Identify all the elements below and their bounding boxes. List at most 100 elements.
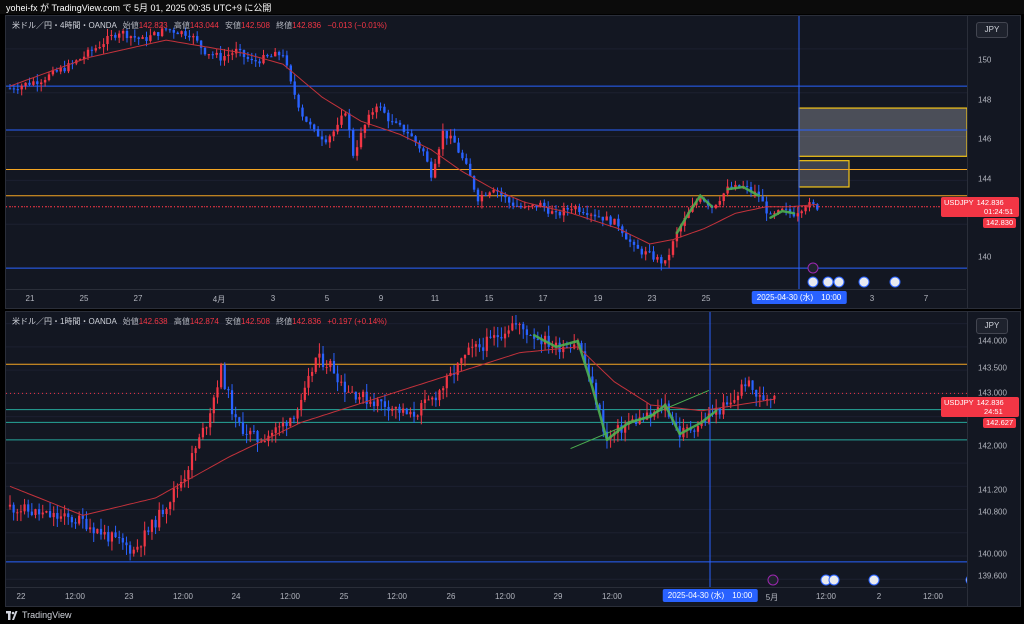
candle-body [201, 427, 205, 438]
supply-zone [798, 107, 967, 157]
high-value: 143.044 [189, 21, 219, 30]
y-tick: 144 [978, 174, 992, 184]
candle-body [219, 52, 222, 61]
candle-body [172, 29, 175, 33]
candle-body [365, 391, 368, 404]
candle-body [414, 136, 417, 143]
candle-body [133, 36, 136, 38]
open-value: 142.823 [138, 21, 168, 30]
candle-body [594, 382, 598, 405]
chart-canvas-1h[interactable] [6, 312, 967, 588]
price-axis-4h[interactable]: JPY 150 148 146 144 140 USDJPY 142.836 01… [941, 16, 1020, 308]
candle-body [305, 116, 308, 122]
x-tick: 4月 [212, 295, 226, 304]
chart-title: 米ドル／円・1時間・OANDA [12, 317, 117, 326]
symbol-label: USDJPY [944, 198, 974, 207]
candle-body [519, 205, 523, 208]
candle-body [463, 354, 467, 359]
candle-body [648, 251, 651, 253]
candle-body [289, 65, 292, 82]
candle-body [514, 323, 518, 325]
chart-canvas-4h[interactable] [6, 16, 967, 290]
currency-button[interactable]: JPY [976, 318, 1008, 334]
candle-body [203, 47, 207, 55]
chart-panel-1h[interactable]: 米ドル／円・1時間・OANDA 始値142.638 高値142.874 安値14… [5, 311, 1021, 607]
candle-body [363, 124, 367, 133]
candle-body [578, 207, 581, 213]
candle-body [554, 342, 558, 347]
candle-body [23, 504, 26, 512]
candle-body [733, 400, 736, 403]
candle-body [336, 373, 339, 383]
candle-body [533, 335, 536, 339]
y-tick: 146 [978, 134, 992, 144]
candle-body [187, 470, 190, 479]
candle-body [118, 33, 121, 38]
candle-body [656, 257, 659, 260]
lightning-event-icon [767, 574, 779, 586]
candle-body [777, 210, 780, 214]
candle-body [238, 48, 242, 51]
candle-body [340, 381, 343, 383]
candle-body [492, 189, 495, 193]
candle-body [107, 531, 110, 542]
candle-body [371, 112, 374, 115]
candle-body [321, 353, 325, 368]
x-tick: 12:00 [279, 592, 301, 601]
time-axis-4h[interactable]: 21 25 27 4月 3 5 9 11 15 17 19 23 25 2025… [6, 289, 966, 308]
candle-body [729, 402, 732, 405]
currency-button[interactable]: JPY [976, 22, 1008, 38]
candle-body [379, 106, 382, 108]
candle-body [145, 37, 148, 41]
last-price: 142.836 [976, 198, 1004, 207]
candle-body [55, 70, 58, 72]
candle-body [375, 106, 378, 113]
time-axis-1h[interactable]: 22 12:00 23 12:00 24 12:00 25 12:00 26 1… [6, 587, 966, 606]
candle-body [398, 406, 401, 413]
candle-body [418, 142, 421, 149]
candle-body [158, 509, 161, 528]
candle-body [270, 56, 273, 58]
low-label: 安値 [225, 317, 242, 326]
chart-title: 米ドル／円・4時間・OANDA [12, 21, 117, 30]
low-value: 142.508 [241, 317, 270, 326]
candle-body [391, 121, 394, 123]
candle-body [566, 207, 569, 210]
candle-body [765, 201, 768, 214]
price-tag: USDJPY 142.836 01:24:51 [941, 197, 1019, 217]
price-tag-2: 142.830 [983, 218, 1017, 228]
y-tick: 148 [978, 95, 992, 105]
candle-body [586, 213, 589, 215]
candle-body [531, 204, 534, 207]
candle-body [301, 107, 304, 117]
x-tick: 25 [339, 592, 349, 601]
candle-body [508, 197, 511, 203]
candle-body [352, 130, 355, 156]
candle-body [20, 85, 23, 90]
candle-body [313, 124, 316, 130]
x-tick: 3 [270, 294, 276, 303]
candle-body [391, 408, 394, 411]
candle-body [685, 427, 689, 429]
price-axis-1h[interactable]: JPY 144.000 143.500 143.000 142.000 141.… [941, 312, 1020, 606]
candle-body [40, 82, 43, 85]
candle-body [316, 129, 320, 137]
x-tick: 29 [553, 592, 563, 601]
x-tick: 2 [876, 592, 882, 601]
candle-body [699, 198, 702, 202]
candle-body [792, 212, 796, 217]
candle-body [816, 203, 819, 210]
candle-body [675, 231, 679, 242]
candle-body [263, 441, 266, 443]
candle-body [150, 519, 154, 532]
candle-body [527, 206, 530, 208]
candle-body [461, 152, 464, 159]
candle-body [535, 204, 538, 208]
candle-body [565, 346, 569, 348]
economic-event-icon [833, 276, 845, 288]
candle-body [38, 509, 41, 515]
chart-panel-4h[interactable]: 米ドル／円・4時間・OANDA 始値142.823 高値143.044 安値14… [5, 15, 1021, 309]
crosshair-time-label: 2025-04-30 (水) 10:00 [751, 291, 847, 304]
candle-body [402, 124, 406, 132]
close-label: 終値 [276, 21, 293, 30]
